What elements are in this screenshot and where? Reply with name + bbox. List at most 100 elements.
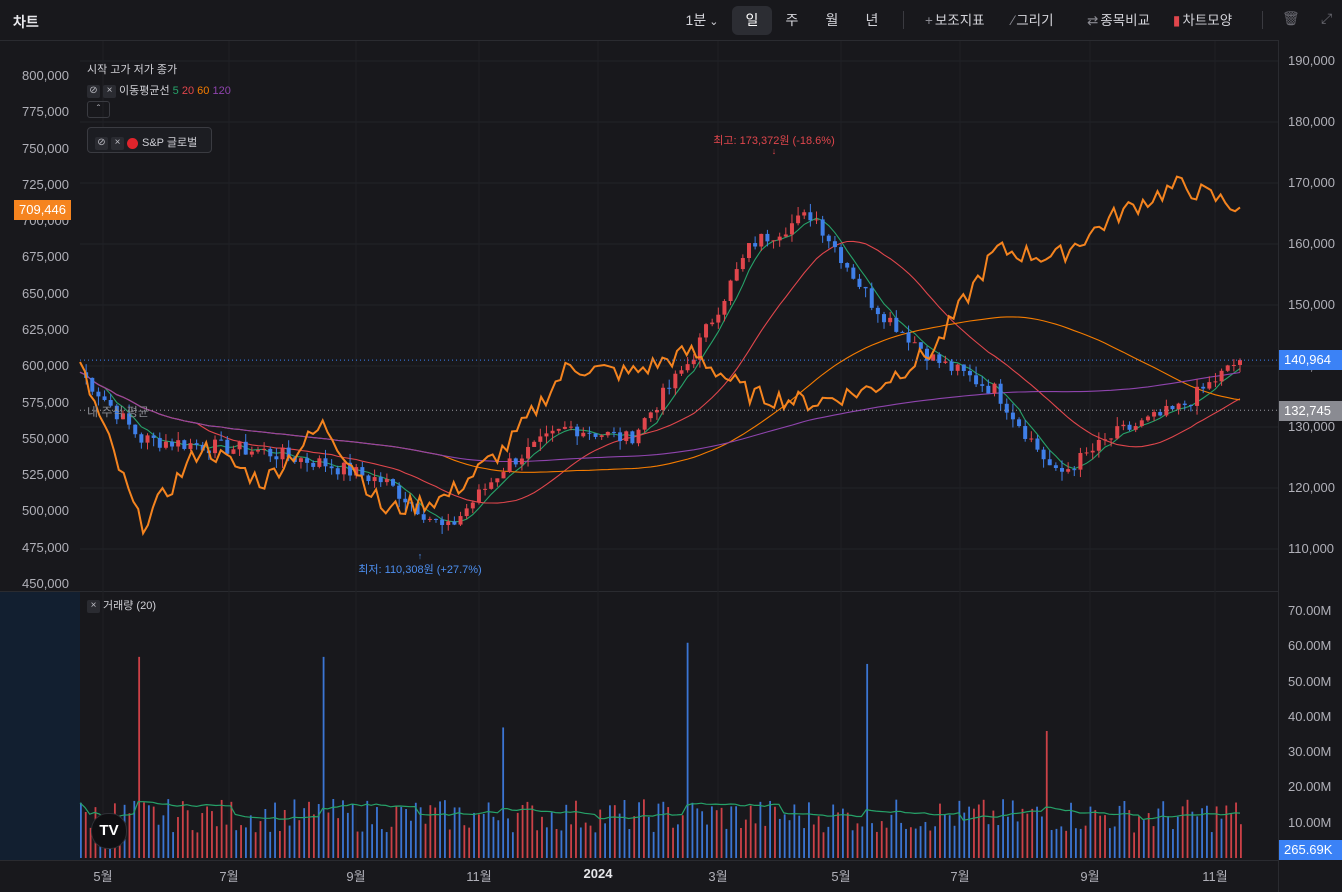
candle-body [298,458,303,462]
candle-body [624,431,629,442]
volume-bar [206,806,208,858]
volume-bar [1007,816,1009,858]
close-icon[interactable]: × [111,136,124,150]
candle-body [820,219,825,236]
volume-bar [662,801,665,858]
candle-body [1010,412,1015,420]
candle-body [532,441,537,447]
volume-bar [463,825,466,858]
volume-bar [1240,824,1242,858]
candle-body [575,426,580,437]
chevron-down-icon: ⌄ [709,16,719,28]
volume-bar [1210,832,1213,858]
trash-icon[interactable]: 🗑 [1282,10,1300,26]
indicator-button[interactable]: + 보조지표 [925,6,985,35]
volume-bar [987,824,990,858]
period-tab-year[interactable]: 년 [865,12,879,28]
tradingview-logo[interactable]: TV [91,813,127,849]
candle-body [986,385,991,394]
volume-bar [274,802,276,858]
hide-icon[interactable]: ⊘ [95,136,108,150]
volume-bar [351,803,354,858]
candle-body [851,267,856,279]
candle-body [403,498,408,503]
volume-bar [643,799,645,858]
candle-body [673,373,678,389]
volume-bar [167,799,170,858]
candle-body [845,263,850,268]
right-axis-tick: 150,000 [1288,297,1335,312]
candle-body [1072,469,1077,471]
candle-body [704,324,709,338]
candle-body [231,449,236,454]
volume-bar [502,727,505,858]
collapse-legend-button[interactable]: ˆ [87,101,110,118]
candle-body [219,439,224,441]
volume-bar [497,820,500,858]
time-axis-tick: 11월 [466,869,492,884]
volume-bar [618,813,621,858]
period-tab-week[interactable]: 주 [785,12,799,28]
compare-button[interactable]: ⇄ 종목비교 [1087,6,1150,35]
candle-body [900,331,905,333]
left-axis-tick: 500,000 [22,503,69,519]
volume-bar [128,813,131,858]
volume-bar [924,821,927,858]
candle-body [581,432,586,437]
volume-bar [1031,808,1034,858]
period-tab-month[interactable]: 월 [825,12,839,28]
ohlc-legend: 시작 고가 저가 종가 [87,64,178,76]
volume-bar [701,811,704,858]
candle-body [354,467,359,476]
volume-bar [249,815,252,858]
candle-body [452,521,457,525]
left-axis-tick: 650,000 [22,285,69,301]
volume-bar [696,808,699,858]
volume-bar [482,814,485,858]
volume-bar [147,805,150,858]
candle-body [268,448,273,457]
volume-bar [1186,799,1189,858]
volume-bar [516,812,519,858]
volume-bar [1128,810,1131,858]
hide-icon[interactable]: ⊘ [87,84,100,98]
volume-bar [842,808,844,858]
volume-bar [201,813,204,858]
pencil-icon: ⁄ [1012,13,1015,28]
interval-dropdown[interactable]: 1분 ⌄ [682,6,722,35]
volume-bar [720,807,723,858]
candle-body [648,412,653,419]
chart-style-button[interactable]: ▮ 차트모양 [1173,6,1232,35]
top-toolbar: 차트 1분 ⌄ 일 주 월 년 + 보조지표 ⁄ 그리기 ⇄ 종목비교 ▮ 차트모양 🗑 … [0,0,1342,40]
volume-bar [778,818,781,858]
candle-body [348,462,353,476]
volume-bar [298,820,301,858]
volume-bar [851,830,854,858]
candle-body [1066,469,1071,472]
draw-button[interactable]: ⁄ 그리기 [1012,6,1054,35]
candle-body [237,441,242,450]
candle-body [894,317,899,332]
pane-divider[interactable] [0,591,1278,592]
time-axis-tick: 9월 [346,869,366,884]
close-icon[interactable]: × [87,599,100,613]
candle-body [955,364,960,371]
candle-body [796,215,801,224]
candle-body [286,447,291,458]
volume-bar [283,809,286,858]
candle-body [1090,450,1095,453]
volume-bar [342,800,344,858]
period-tab-day[interactable]: 일 [732,6,772,35]
candle-body [139,434,144,443]
volume-bar [419,807,422,858]
fullscreen-icon[interactable]: ⤢ [1321,10,1333,26]
candle-body [710,322,715,325]
volume-bar [1065,830,1068,858]
volume-bar [633,816,636,858]
volume-bar [803,828,805,858]
volume-bar [740,827,742,858]
volume-bar [1172,829,1174,858]
close-icon[interactable]: × [103,84,116,98]
volume-axis-tick: 10.00M [1288,814,1332,830]
candle-body [311,462,316,467]
